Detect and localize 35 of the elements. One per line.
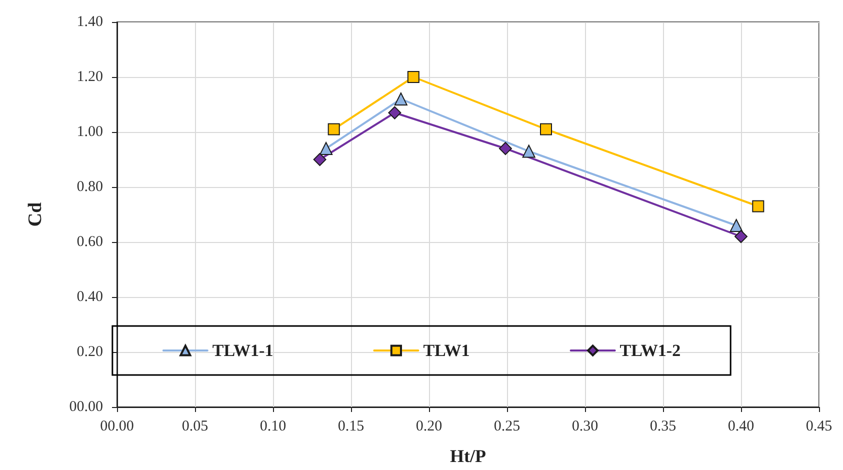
y-tick-label: 0.20: [76, 344, 103, 360]
legend-label: TLW1-1: [212, 341, 274, 360]
x-tick-label: 0.45: [806, 418, 832, 434]
x-tick-label: 0.30: [572, 418, 598, 434]
point: [407, 71, 420, 83]
point: [394, 92, 408, 106]
x-tick-label: 0.35: [650, 418, 676, 434]
y-axis-title: Cd: [25, 202, 46, 227]
x-axis-title: Ht/P: [450, 446, 486, 466]
y-tick-label: 1.40: [76, 14, 103, 30]
y-tick-label: 00.00: [69, 399, 103, 415]
x-tick-label: 0.25: [494, 418, 520, 434]
point: [540, 123, 552, 136]
x-tick-label: 0.15: [338, 418, 364, 434]
point: [313, 153, 326, 166]
y-tick-label: 1.20: [76, 69, 103, 85]
point: [320, 142, 333, 155]
legend-label: TLW1: [423, 341, 470, 360]
point: [734, 230, 748, 243]
point: [522, 144, 536, 158]
x-tick-label: 0.10: [260, 418, 286, 434]
y-tick-label: 0.40: [76, 289, 103, 305]
x-tick-label: 0.05: [182, 418, 208, 434]
point: [752, 200, 764, 212]
x-tick-label: 0.40: [728, 418, 754, 434]
y-tick-label: 0.60: [76, 234, 103, 250]
point: [328, 123, 340, 136]
y-tick-label: 1.00: [76, 124, 103, 140]
legend-label: TLW1-2: [620, 341, 681, 360]
point: [730, 219, 743, 232]
y-tick-label: 0.80: [76, 179, 103, 195]
x-tick-label: 0.20: [416, 418, 442, 434]
point: [498, 142, 512, 155]
point: [388, 106, 402, 120]
x-tick-label: 00.00: [100, 418, 134, 434]
